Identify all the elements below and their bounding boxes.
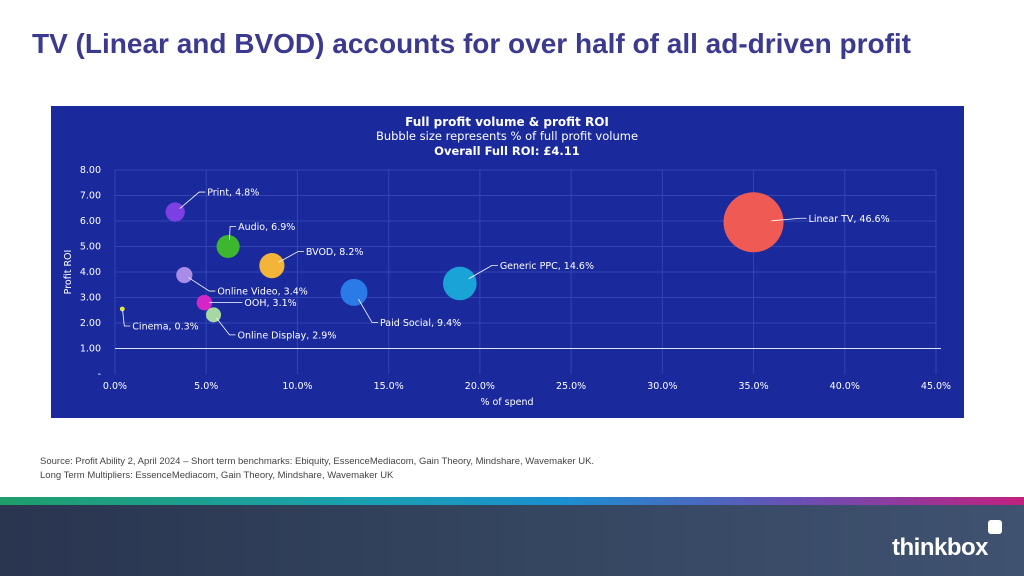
- bubble-label: Online Display, 2.9%: [238, 330, 337, 341]
- footer-band: [0, 505, 1024, 576]
- bubble: [216, 234, 240, 259]
- y-tick-label: 4.00: [80, 267, 101, 278]
- bubble-label: OOH, 3.1%: [244, 298, 296, 309]
- y-tick-label: 1.00: [80, 344, 101, 355]
- bubble: [165, 202, 185, 222]
- thinkbox-logo: thinkbox: [892, 534, 989, 561]
- source-line-2: Long Term Multipliers: EssenceMediacom, …: [40, 470, 394, 481]
- bubble-label: Audio, 6.9%: [238, 222, 295, 233]
- x-tick-label: 25.0%: [556, 381, 586, 392]
- logo-square-icon: [988, 520, 1002, 534]
- label-leader-line: [771, 217, 807, 222]
- label-leader-line: [358, 298, 379, 323]
- source-line-1: Source: Profit Ability 2, April 2024 – S…: [40, 456, 595, 467]
- source-note: Source: Profit Ability 2, April 2024 – S…: [40, 455, 980, 483]
- bubble: [443, 266, 477, 301]
- label-leader-line: [179, 191, 206, 209]
- chart-panel: Full profit volume & profit ROI Bubble si…: [51, 106, 964, 418]
- x-tick-label: 5.0%: [194, 381, 218, 392]
- y-tick-label: 8.00: [80, 165, 101, 176]
- x-tick-label: 0.0%: [103, 381, 127, 392]
- bubble: [196, 294, 213, 311]
- bubble-label: Online Video, 3.4%: [217, 287, 307, 298]
- bubble-label: Generic PPC, 14.6%: [500, 261, 594, 272]
- y-tick-label: 3.00: [80, 293, 101, 304]
- bubble-label: Paid Social, 9.4%: [380, 318, 461, 329]
- label-leader-line: [229, 226, 237, 240]
- label-leader-line: [188, 277, 216, 292]
- y-tick-label: 5.00: [80, 242, 101, 253]
- bubble-label: Cinema, 0.3%: [132, 321, 198, 332]
- bubble: [259, 253, 285, 279]
- label-leader-line: [278, 251, 304, 263]
- y-tick-label: 6.00: [80, 216, 101, 227]
- y-tick-label: 2.00: [80, 318, 101, 329]
- x-tick-label: 45.0%: [921, 381, 951, 392]
- x-tick-label: 15.0%: [374, 381, 404, 392]
- bubble: [723, 192, 784, 253]
- x-tick-label: 40.0%: [830, 381, 860, 392]
- x-tick-label: 35.0%: [738, 381, 768, 392]
- y-tick-label: -: [98, 369, 101, 380]
- x-axis-label: % of spend: [480, 397, 533, 408]
- slide-title: TV (Linear and BVOD) accounts for over h…: [32, 28, 911, 59]
- bubble: [119, 306, 125, 312]
- label-leader-line: [468, 265, 498, 280]
- x-tick-label: 30.0%: [647, 381, 677, 392]
- bubble-label: BVOD, 8.2%: [306, 247, 364, 258]
- bubble-label: Print, 4.8%: [207, 188, 259, 199]
- bubble: [206, 307, 222, 323]
- bubble: [340, 278, 368, 306]
- label-leader-line: [216, 317, 236, 336]
- y-tick-label: 7.00: [80, 191, 101, 202]
- chart-title: Full profit volume & profit ROI: [405, 115, 609, 129]
- label-leader-line: [122, 310, 131, 327]
- x-tick-label: 20.0%: [465, 381, 495, 392]
- bubble-label: Linear TV, 46.6%: [809, 214, 890, 225]
- chart-subtitle: Bubble size represents % of full profit …: [376, 129, 638, 143]
- x-tick-label: 10.0%: [282, 381, 312, 392]
- chart-subtitle-roi: Overall Full ROI: £4.11: [434, 144, 580, 158]
- bubble: [176, 266, 193, 284]
- y-axis-label: Profit ROI: [63, 250, 74, 295]
- accent-stripe: [0, 497, 1024, 505]
